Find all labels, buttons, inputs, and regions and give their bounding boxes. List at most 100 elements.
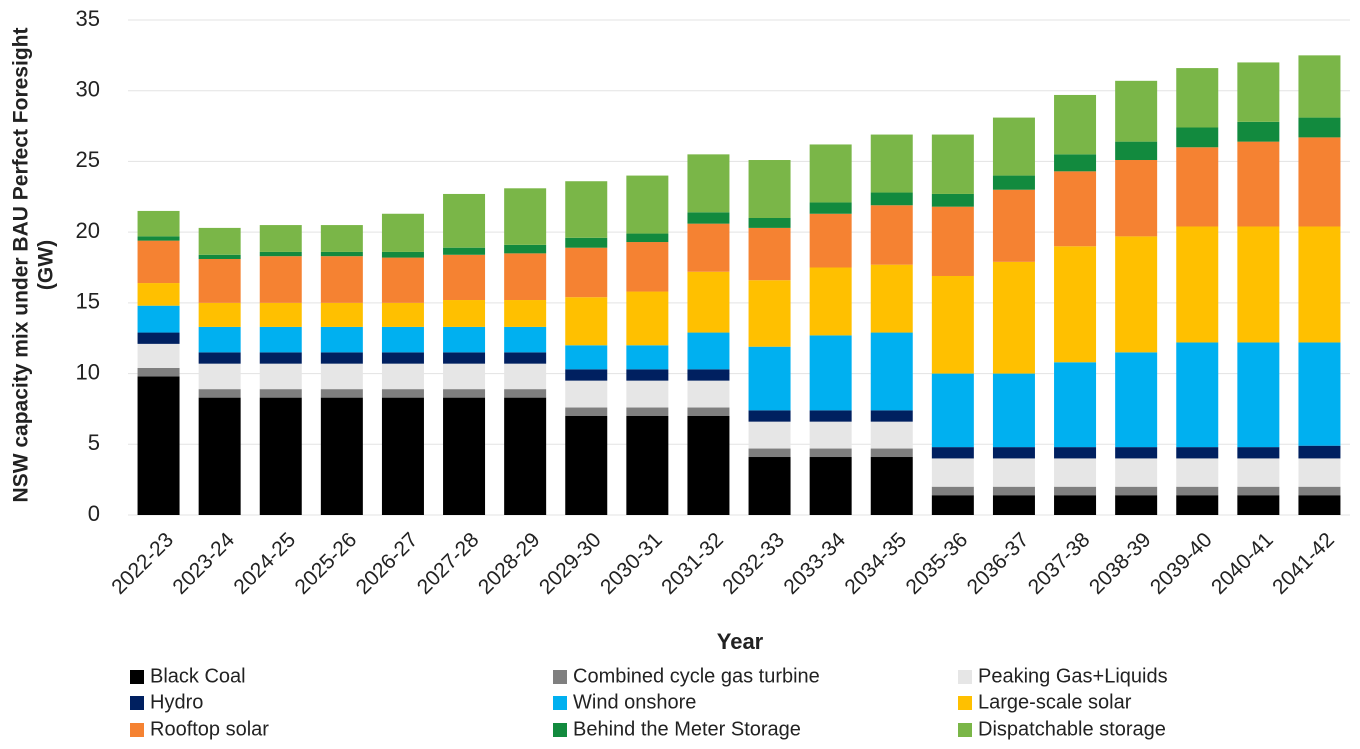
bar-segment — [931, 134, 974, 194]
bar-segment — [137, 376, 180, 515]
y-tick-label: 30 — [76, 77, 100, 102]
bar-segment — [1298, 55, 1341, 118]
x-tick-label: 2034-35 — [840, 528, 911, 599]
bar-segment — [809, 267, 852, 336]
bar-segment — [565, 345, 608, 370]
bar-segment — [198, 326, 241, 353]
bar-segment — [504, 253, 547, 301]
bar-segment — [504, 244, 547, 254]
bar-segment — [443, 389, 486, 398]
x-tick-label: 2024-25 — [229, 528, 300, 599]
bar-segment — [565, 416, 608, 515]
bar-segment — [504, 188, 547, 245]
x-tick-label: 2040-41 — [1207, 528, 1278, 599]
bar-segment — [626, 369, 669, 381]
bar-segment — [504, 300, 547, 327]
bar-segment — [626, 380, 669, 408]
bar-segment — [504, 326, 547, 353]
bar-segment — [931, 486, 974, 496]
x-tick-label: 2030-31 — [596, 528, 667, 599]
y-axis-title: NSW capacity mix under BAU Perfect Fores… — [10, 28, 33, 503]
bar-segment — [870, 332, 913, 411]
bar-segment — [992, 261, 1035, 374]
bar-segment — [870, 448, 913, 458]
bar-segment — [565, 247, 608, 298]
bar-segment — [381, 302, 424, 327]
bar-segment — [809, 202, 852, 214]
bar-segment — [137, 210, 180, 237]
bar-segment — [443, 352, 486, 364]
x-axis-title: Year — [717, 629, 764, 654]
legend-label: Rooftop solar — [150, 718, 269, 740]
bar-segment — [626, 242, 669, 292]
bar-segment — [687, 407, 730, 416]
bar-segment — [992, 373, 1035, 448]
bar-segment — [259, 225, 302, 252]
bar-segment — [320, 256, 363, 303]
bar-segment — [198, 302, 241, 327]
bar-segment — [870, 192, 913, 206]
bar-segment — [259, 326, 302, 353]
bar-segment — [565, 369, 608, 381]
bar-segment — [259, 352, 302, 364]
bar-segment — [1298, 117, 1341, 138]
bar-segment — [1176, 458, 1219, 487]
bar-segment — [381, 397, 424, 515]
x-tick-label: 2041-42 — [1268, 528, 1339, 599]
bar-segment — [1298, 495, 1341, 515]
bar-segment — [870, 205, 913, 265]
bar-segment — [320, 225, 363, 252]
bar-segment — [198, 363, 241, 390]
bar-segment — [870, 421, 913, 449]
legend-label: Large-scale solar — [978, 691, 1132, 713]
bar-segment — [931, 495, 974, 515]
bar-segment — [1176, 127, 1219, 148]
bar-segment — [1054, 171, 1097, 247]
bar-segment — [443, 363, 486, 390]
bar-segment — [748, 280, 791, 347]
bar-segment — [1176, 226, 1219, 343]
x-tick-label: 2036-37 — [963, 528, 1034, 599]
bar-segment — [1115, 447, 1158, 459]
legend-label: Combined cycle gas turbine — [573, 665, 820, 687]
bar-segment — [626, 291, 669, 346]
bar-segment — [1054, 486, 1097, 496]
x-tick-label: 2028-29 — [474, 528, 545, 599]
bar-segment — [259, 397, 302, 515]
bar-segment — [748, 448, 791, 458]
bar-segment — [992, 175, 1035, 190]
bar-segment — [259, 251, 302, 257]
bar-segment — [1054, 246, 1097, 363]
bar-segment — [504, 389, 547, 398]
x-tick-label: 2029-30 — [535, 528, 606, 599]
bar-segment — [687, 223, 730, 272]
x-tick-label: 2023-24 — [168, 528, 239, 599]
bar-segment — [1298, 458, 1341, 487]
bar-segment — [870, 410, 913, 422]
bar-segment — [565, 380, 608, 408]
y-tick-label: 15 — [76, 289, 100, 314]
bar-segment — [259, 389, 302, 398]
bar-segment — [870, 457, 913, 515]
bar-segment — [565, 407, 608, 416]
bar-segment — [626, 233, 669, 243]
bar-segment — [992, 189, 1035, 262]
bar-segment — [1298, 342, 1341, 446]
x-tick-label: 2026-27 — [352, 528, 423, 599]
bar-segment — [443, 300, 486, 327]
bar-segment — [1237, 447, 1280, 459]
bar-segment — [320, 326, 363, 353]
bar-segment — [1115, 458, 1158, 487]
legend-swatch — [553, 696, 567, 710]
bar-segment — [626, 407, 669, 416]
bar-segment — [687, 271, 730, 333]
bar-segment — [1054, 94, 1097, 155]
bar-segment — [809, 421, 852, 449]
bar-segment — [992, 486, 1035, 496]
bar-segment — [504, 352, 547, 364]
legend-swatch — [553, 670, 567, 684]
x-tick-label: 2031-32 — [657, 528, 728, 599]
bar-segment — [137, 367, 180, 377]
legend-label: Hydro — [150, 691, 203, 713]
